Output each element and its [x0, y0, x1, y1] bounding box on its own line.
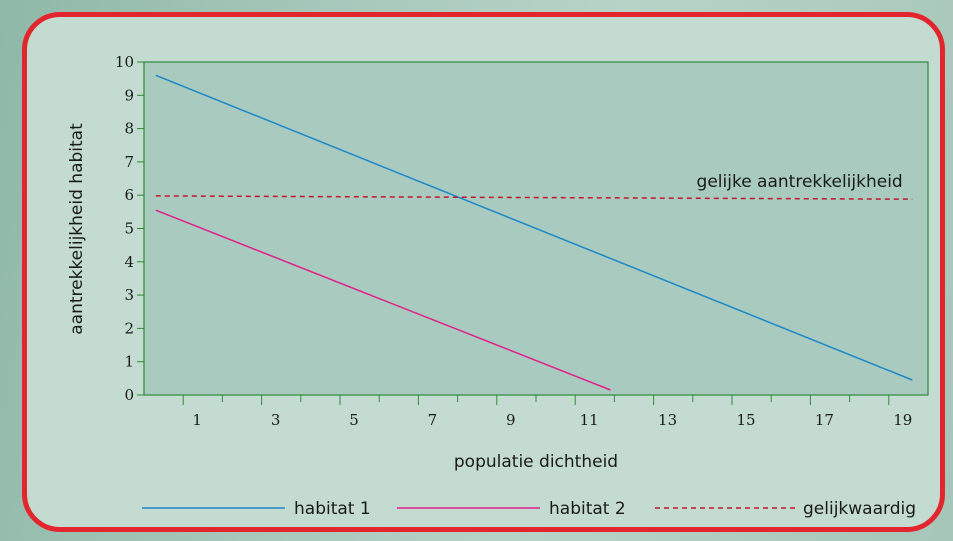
series-line-habitat-2 [155, 209, 611, 391]
y-tick-label: 6 [124, 186, 134, 204]
x-tick-label: 5 [349, 411, 359, 429]
y-tick-label: 7 [124, 153, 134, 171]
y-axis-label: aantrekkelijkheid habitat [67, 123, 87, 335]
x-tick-label: 7 [428, 411, 438, 429]
x-tick-label: 11 [580, 411, 599, 429]
x-tick-label: 15 [736, 411, 755, 429]
x-tick-label: 1 [192, 411, 202, 429]
series-line-habitat-1 [155, 74, 913, 381]
x-tick-label: 17 [815, 411, 834, 429]
y-tick-label: 2 [124, 319, 134, 337]
x-tick-label: 9 [506, 411, 516, 429]
series-layer [155, 74, 913, 391]
y-axis: 0 1 2 3 4 5 6 7 8 9 10 [115, 53, 144, 404]
legend-label-gelijkwaardig: gelijkwaardig [803, 499, 916, 519]
x-axis: 1 3 5 7 9 11 13 15 17 19 [182, 395, 912, 429]
y-tick-label: 0 [124, 386, 134, 404]
y-tick-label: 1 [124, 353, 134, 371]
equal-attractiveness-annotation: gelijke aantrekkelijkheid [697, 172, 903, 192]
legend-label-habitat-2: habitat 2 [549, 499, 626, 519]
y-tick-label: 4 [124, 253, 134, 271]
x-tick-label: 13 [658, 411, 677, 429]
legend: habitat 1 habitat 2 gelijkwaardig [142, 499, 916, 519]
y-tick-label: 5 [124, 220, 134, 238]
x-tick-label: 3 [271, 411, 281, 429]
legend-label-habitat-1: habitat 1 [294, 499, 371, 519]
y-tick-label: 10 [115, 53, 134, 71]
x-tick-label: 19 [893, 411, 912, 429]
y-tick-label: 3 [124, 286, 134, 304]
series-line-gelijkwaardig [155, 195, 913, 200]
y-tick-label: 8 [124, 120, 134, 138]
y-tick-label: 9 [124, 86, 134, 104]
x-axis-label: populatie dichtheid [454, 452, 618, 472]
